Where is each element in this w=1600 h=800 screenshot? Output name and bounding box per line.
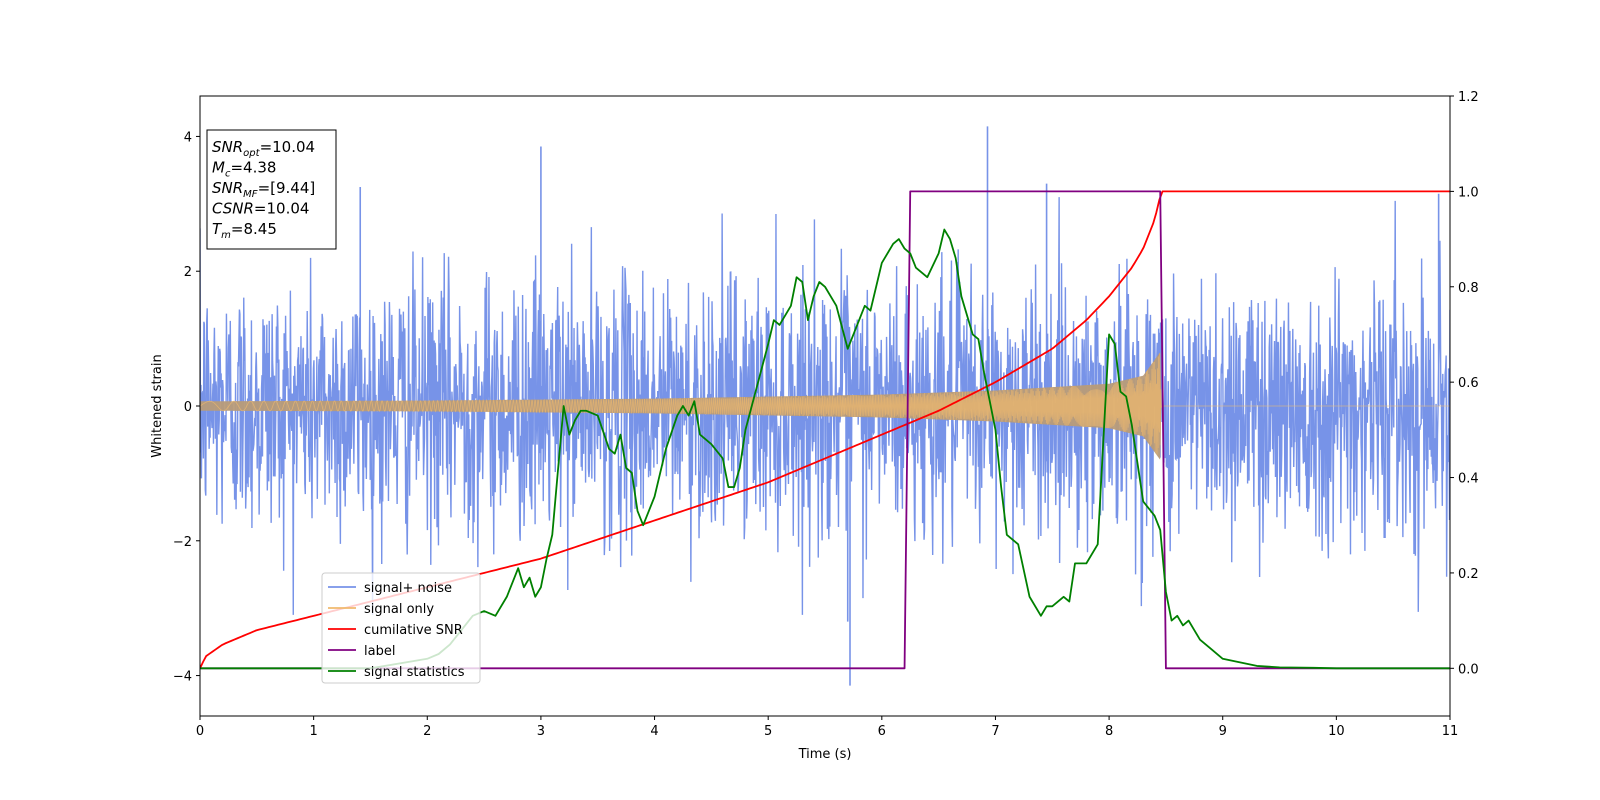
legend-label: signal only xyxy=(364,602,434,617)
x-tick-label: 10 xyxy=(1328,724,1345,739)
legend: signal+ noise signal only cumilative SNR la… xyxy=(321,572,481,684)
info-line: Tm=8.45 xyxy=(212,220,277,241)
x-tick-label: 9 xyxy=(1219,724,1227,739)
y2-tick-label: 1.2 xyxy=(1458,90,1479,105)
info-box-frame xyxy=(206,129,337,250)
y-tick-label: 4 xyxy=(184,130,192,145)
info-box: SNRopt=10.04Mc=4.38SNRMF=[9.44]CSNR=10.0… xyxy=(206,129,337,250)
info-line: SNRMF=[9.44] xyxy=(212,179,315,200)
x-tick-label: 0 xyxy=(196,724,204,739)
y-tick-label: 0 xyxy=(184,400,192,415)
series-signal-statistics xyxy=(200,228,1450,670)
line-signal-noise xyxy=(200,197,1450,615)
y-tick-label: 2 xyxy=(184,265,192,280)
y2-tick-label: 0.0 xyxy=(1458,662,1479,677)
y-tick-label: −2 xyxy=(173,535,192,550)
legend-frame xyxy=(321,572,481,684)
y2-tick-label: 0.2 xyxy=(1458,567,1479,582)
legend-label: signal statistics xyxy=(364,665,465,680)
x-tick-label: 1 xyxy=(309,724,317,739)
x-tick-label: 11 xyxy=(1442,724,1459,739)
info-line: CSNR=10.04 xyxy=(212,200,309,218)
x-tick-label: 5 xyxy=(764,724,772,739)
y2-tick-label: 1.0 xyxy=(1458,185,1479,200)
line-signal-only xyxy=(200,353,1450,455)
x-tick-label: 2 xyxy=(423,724,431,739)
legend-label: signal+ noise xyxy=(364,581,452,596)
y2-tick-label: 0.8 xyxy=(1458,281,1479,296)
info-line: Mc=4.38 xyxy=(212,159,276,180)
series-label xyxy=(200,190,1450,670)
x-tick-label: 8 xyxy=(1105,724,1113,739)
y2-tick-label: 0.6 xyxy=(1458,376,1479,391)
x-tick-label: 3 xyxy=(537,724,545,739)
line-signal-statistics xyxy=(200,228,1450,670)
line-label xyxy=(200,190,1450,670)
x-tick-label: 6 xyxy=(878,724,886,739)
y-axis-label: Whitened strain xyxy=(150,354,165,457)
y-tick-label: −4 xyxy=(173,670,192,685)
info-line: SNRopt=10.04 xyxy=(212,138,315,159)
x-axis-label: Time (s) xyxy=(798,747,852,762)
legend-label: label xyxy=(364,644,395,659)
x-tick-label: 4 xyxy=(650,724,658,739)
legend-label: cumilative SNR xyxy=(364,623,463,638)
series-signal-noise xyxy=(200,126,1450,686)
x-tick-label: 7 xyxy=(991,724,999,739)
series-signal-only xyxy=(200,352,1450,460)
y2-tick-label: 0.4 xyxy=(1458,472,1479,487)
